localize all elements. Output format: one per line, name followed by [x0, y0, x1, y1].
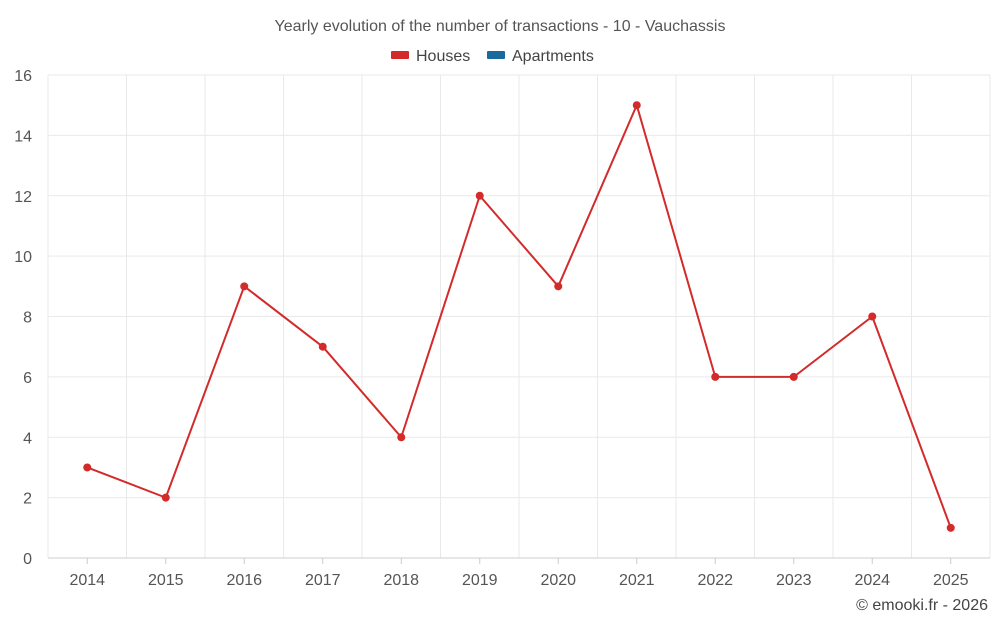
legend: Houses Apartments: [391, 48, 594, 65]
data-point-houses[interactable]: [475, 191, 484, 200]
series-layer: [83, 101, 955, 532]
credit-text: © emooki.fr - 2026: [856, 597, 988, 614]
x-tick-label: 2017: [305, 572, 341, 589]
x-tick-label: 2025: [933, 572, 969, 589]
y-tick-label: 16: [14, 68, 32, 85]
chart-title: Yearly evolution of the number of transa…: [275, 18, 726, 35]
data-point-houses[interactable]: [789, 372, 798, 381]
x-tick-label: 2016: [226, 572, 262, 589]
data-point-houses[interactable]: [946, 523, 955, 532]
x-tick-label: 2020: [540, 572, 576, 589]
x-tick-label: 2023: [776, 572, 812, 589]
data-point-houses[interactable]: [161, 493, 170, 502]
legend-item-houses[interactable]: Houses: [391, 48, 470, 65]
y-axis-tick-labels: 0 2 4 6 8 10 12 14 16: [14, 68, 32, 568]
series-line-houses: [86, 104, 952, 529]
data-point-houses[interactable]: [83, 463, 92, 472]
x-tick-label: 2024: [854, 572, 890, 589]
y-tick-label: 8: [23, 310, 32, 327]
data-point-houses[interactable]: [318, 342, 327, 351]
data-point-houses[interactable]: [554, 282, 563, 291]
y-tick-label: 6: [23, 370, 32, 387]
legend-label-apartments: Apartments: [512, 48, 594, 65]
y-tick-label: 4: [23, 430, 32, 447]
data-point-houses[interactable]: [632, 101, 641, 110]
x-tick-label: 2018: [383, 572, 419, 589]
x-tick-label: 2022: [697, 572, 733, 589]
legend-item-apartments[interactable]: Apartments: [487, 48, 594, 65]
x-tick-label: 2021: [619, 572, 655, 589]
x-tick-label: 2015: [148, 572, 184, 589]
legend-swatch-houses: [391, 51, 409, 59]
data-point-houses[interactable]: [711, 372, 720, 381]
data-point-houses[interactable]: [397, 433, 406, 442]
x-tick-label: 2019: [462, 572, 498, 589]
y-tick-label: 0: [23, 551, 32, 568]
legend-swatch-apartments: [487, 51, 505, 59]
x-tick-label: 2014: [69, 572, 105, 589]
y-tick-label: 2: [23, 491, 32, 508]
data-point-houses[interactable]: [240, 282, 249, 291]
y-tick-label: 12: [14, 189, 32, 206]
data-point-houses[interactable]: [868, 312, 877, 321]
y-tick-label: 14: [14, 128, 32, 145]
y-tick-label: 10: [14, 249, 32, 266]
x-axis-tick-labels: 2014 2015 2016 2017 2018 2019 2020 2021 2022 2023…: [69, 558, 969, 589]
legend-label-houses: Houses: [416, 48, 470, 65]
